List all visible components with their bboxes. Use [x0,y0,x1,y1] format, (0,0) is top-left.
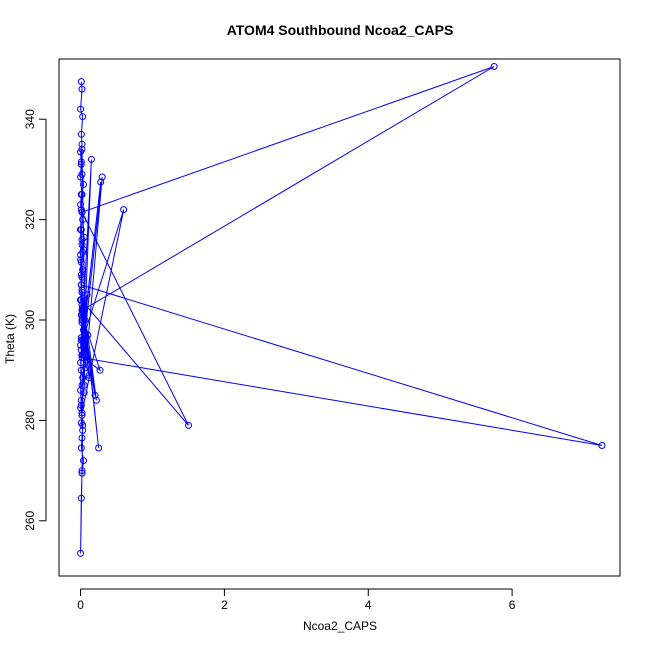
y-tick-label: 340 [23,109,37,129]
data-point [78,409,86,417]
data-point [77,130,85,138]
data-point [85,371,93,379]
data-point [97,178,105,186]
y-axis-label: Theta (K) [3,314,17,364]
data-point [79,306,87,314]
data-point [81,331,89,339]
data-point [77,346,85,354]
data-point [77,401,85,409]
data-point [92,396,100,404]
y-axis: 260 280 300 320 340 [23,109,47,531]
data-point [77,444,85,452]
data-point [80,336,88,344]
data-point [78,354,86,362]
data-point [78,301,86,309]
data-point [78,411,86,419]
data-point [77,271,85,279]
data-point [77,226,85,234]
y-tick-label: 300 [23,310,37,330]
data-point [78,467,86,475]
data-point [80,457,87,465]
data-point [79,216,87,224]
data-point [185,421,192,429]
data-point [78,191,86,198]
data-point [81,316,89,324]
data-point [78,208,86,216]
data-point [87,155,95,163]
x-axis: 0 2 4 6 [77,588,516,612]
data-point [77,158,85,166]
data-point [79,426,87,434]
data-point [78,434,86,442]
y-tick-label: 280 [23,410,37,430]
data-point [91,391,99,399]
x-tick-label: 2 [221,598,228,612]
data-point [80,326,87,334]
data-point [77,296,85,304]
data-point [82,364,90,372]
data-point [95,444,103,452]
data-point [77,549,85,557]
series-points [77,63,606,557]
data-point [77,78,85,86]
chart-title: ATOM4 Southbound Ncoa2_CAPS [227,22,454,38]
data-point [79,113,87,121]
data-point [84,356,92,364]
data-point [77,105,85,113]
data-point [77,160,85,168]
data-point [77,396,85,404]
data-point [78,85,86,93]
data-point [598,442,606,449]
data-point [78,469,86,477]
data-point [77,201,85,209]
data-point [77,386,85,394]
data-point [490,63,498,70]
data-point [80,381,88,389]
data-point [80,246,87,254]
data-point [84,331,92,339]
data-point [78,145,86,153]
data-point [77,494,85,502]
data-point [83,291,91,299]
data-point [85,374,93,382]
data-point [77,281,85,289]
x-tick-label: 6 [509,598,516,612]
x-axis-label: Ncoa2_CAPS [303,619,377,633]
data-point [79,266,87,274]
data-point [79,421,87,429]
data-point [77,173,85,181]
data-point [120,206,128,214]
data-point [96,366,104,374]
data-point [77,359,85,367]
data-point [78,241,86,249]
x-tick-label: 0 [77,598,84,612]
data-point [78,236,86,244]
plot-frame [58,58,621,577]
data-point [77,256,85,264]
data-point [80,181,87,188]
y-tick-label: 260 [23,510,37,530]
data-point [78,286,86,294]
y-tick-label: 320 [23,209,37,229]
data-point [78,140,86,148]
data-point [78,381,86,389]
data-point [98,173,106,181]
x-tick-label: 4 [365,598,372,612]
